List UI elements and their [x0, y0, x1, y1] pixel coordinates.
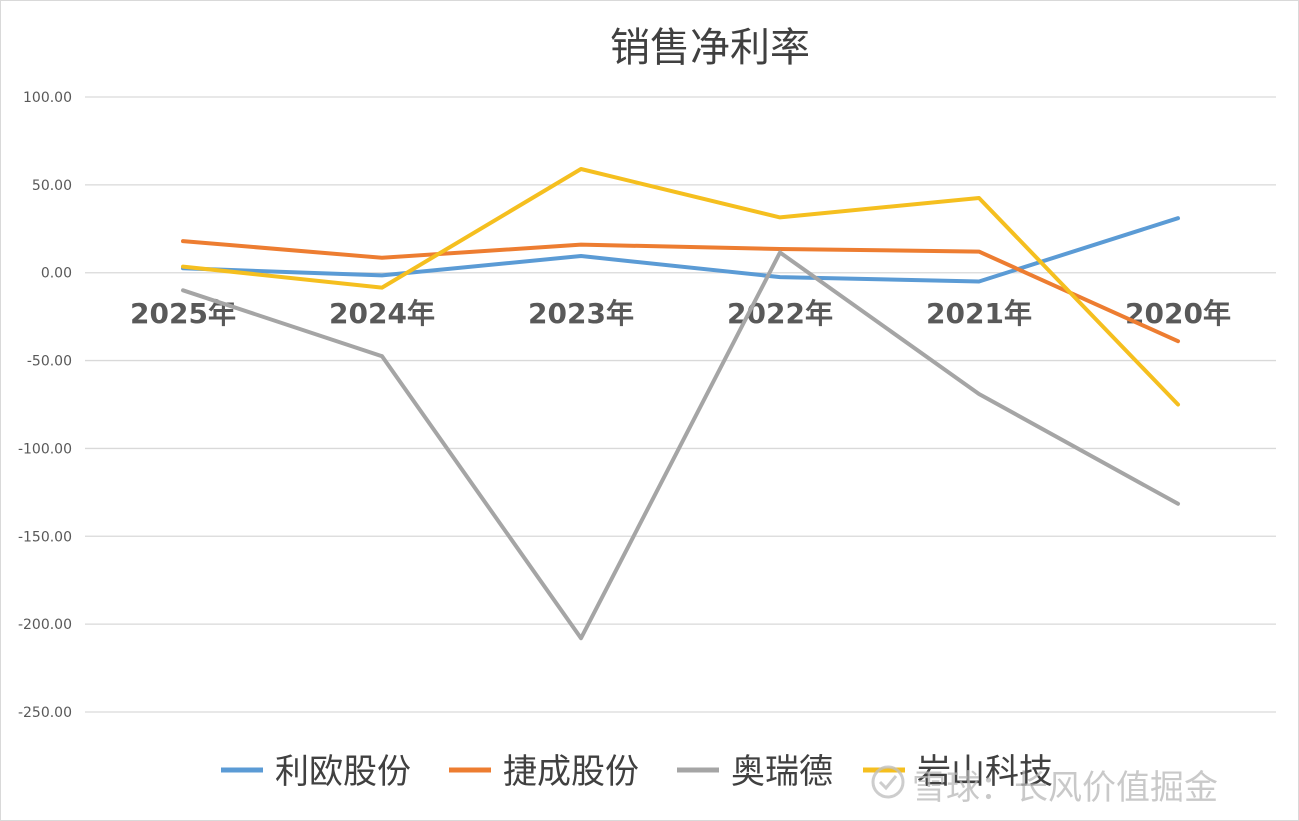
series-line: [181, 216, 1180, 284]
legend-label: 捷成股份: [503, 752, 639, 792]
y-tick-label: -100.00: [18, 441, 72, 457]
series-line: [181, 167, 1180, 407]
y-tick-label: 0.00: [41, 266, 72, 282]
x-axis-ticks: 2025年 2024年 2023年 2022年 2021年 2020年: [130, 297, 1231, 330]
legend-label: 岩山科技: [917, 752, 1053, 792]
y-tick-label: -250.00: [18, 705, 72, 721]
gridlines: [85, 96, 1276, 713]
x-tick-label: 2023年: [528, 297, 634, 330]
series-line: [181, 250, 1180, 641]
x-tick-label: 2024年: [329, 297, 435, 330]
y-tick-label: -150.00: [18, 529, 72, 545]
y-tick-label: -200.00: [18, 617, 72, 633]
series-lines: [181, 167, 1180, 641]
snowball-logo-icon: [871, 765, 905, 799]
chart-title: 销售净利率: [610, 25, 810, 71]
legend: 利欧股份 捷成股份 奥瑞德 岩山科技: [221, 752, 1053, 792]
legend-label: 利欧股份: [275, 752, 411, 792]
series-line: [181, 239, 1180, 344]
y-axis-ticks: 100.00 50.00 0.00 -50.00 -100.00 -150.00 -200.…: [18, 90, 72, 721]
legend-label: 奥瑞德: [731, 752, 833, 792]
y-tick-label: 50.00: [32, 178, 72, 194]
x-tick-label: 2021年: [926, 297, 1032, 330]
y-tick-label: 100.00: [23, 90, 72, 106]
y-tick-label: -50.00: [27, 354, 72, 370]
watermark-text: 雪球：长风价值掘金: [912, 768, 1218, 808]
watermark: 雪球：长风价值掘金: [868, 760, 1218, 809]
